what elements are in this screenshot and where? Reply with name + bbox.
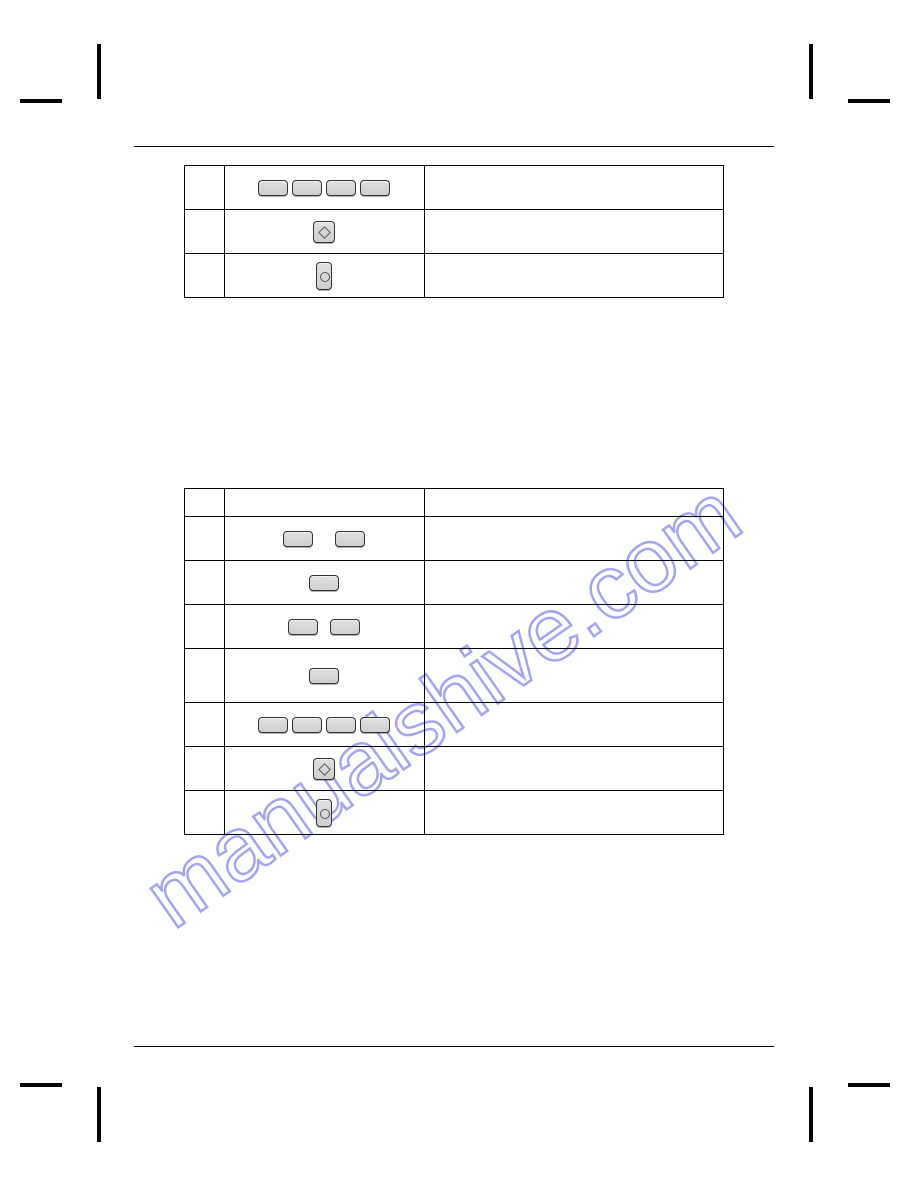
section-gap (134, 328, 774, 488)
key-icon (309, 668, 339, 684)
keys-cell (224, 166, 424, 210)
step-cell (185, 649, 225, 703)
table-1-body (185, 166, 724, 298)
step-cell (185, 561, 225, 605)
keys-cell (224, 254, 424, 298)
table-row (185, 703, 724, 747)
crop-mark (97, 1087, 101, 1142)
table-row (185, 747, 724, 791)
crop-mark (97, 44, 101, 99)
desc-cell (424, 210, 723, 254)
key-icon (283, 531, 313, 547)
table-row (185, 649, 724, 703)
key-icon (360, 180, 390, 196)
desc-cell (424, 649, 723, 703)
step-cell (185, 254, 225, 298)
table-row (185, 210, 724, 254)
key-icon (326, 717, 356, 733)
footer-rule (134, 1046, 774, 1047)
key-icon (258, 717, 288, 733)
table-cell (185, 489, 225, 517)
key-circle-icon (316, 262, 332, 290)
desc-cell (424, 747, 723, 791)
crop-mark (809, 44, 813, 99)
key-diamond-icon (313, 758, 335, 780)
step-cell (185, 517, 225, 561)
keys-cell (224, 517, 424, 561)
table-row (185, 517, 724, 561)
keys-cell (224, 703, 424, 747)
key-icon (258, 180, 288, 196)
desc-cell (424, 517, 723, 561)
section-heading: . (134, 128, 774, 147)
table-row (185, 254, 724, 298)
crop-mark (20, 1083, 62, 1087)
step-cell (185, 747, 225, 791)
table-header-row (185, 489, 724, 517)
table-row (185, 561, 724, 605)
key-icon (292, 717, 322, 733)
keys-cell (224, 605, 424, 649)
key-icon (326, 180, 356, 196)
table-cell (224, 489, 424, 517)
keys-cell (224, 791, 424, 835)
step-cell (185, 605, 225, 649)
desc-cell (424, 166, 723, 210)
desc-cell (424, 791, 723, 835)
desc-cell (424, 561, 723, 605)
crop-mark (20, 99, 62, 103)
key-icon (292, 180, 322, 196)
desc-cell (424, 605, 723, 649)
step-cell (185, 166, 225, 210)
key-circle-icon (316, 799, 332, 827)
page: manualshive.com . (0, 0, 918, 1188)
crop-mark (809, 1087, 813, 1142)
table-cell (424, 489, 723, 517)
key-icon (330, 619, 360, 635)
keys-cell (224, 747, 424, 791)
key-icon (360, 717, 390, 733)
desc-cell (424, 254, 723, 298)
step-cell (185, 703, 225, 747)
table-row (185, 791, 724, 835)
key-diamond-icon (313, 221, 335, 243)
desc-cell (424, 703, 723, 747)
key-icon (309, 575, 339, 591)
key-icon (288, 619, 318, 635)
crop-mark (848, 99, 890, 103)
crop-mark (848, 1083, 890, 1087)
table-1 (184, 165, 724, 298)
content-area: . (134, 128, 774, 865)
keys-cell (224, 561, 424, 605)
step-cell (185, 210, 225, 254)
key-icon (335, 531, 365, 547)
table-row (185, 166, 724, 210)
table-row (185, 605, 724, 649)
keys-cell (224, 210, 424, 254)
table-2-body (185, 489, 724, 835)
table-2 (184, 488, 724, 835)
keys-cell (224, 649, 424, 703)
step-cell (185, 791, 225, 835)
